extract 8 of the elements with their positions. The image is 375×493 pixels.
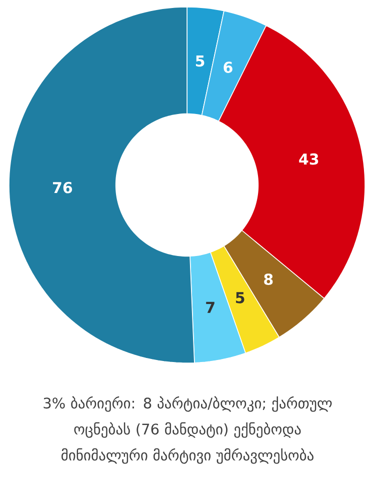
data-label: 5 (236, 292, 244, 304)
data-label: 6 (224, 62, 232, 73)
data-label: 7 (206, 302, 214, 313)
text: 3% ბარიერი: 8 პარტია/ბლოკი; ქართულ ოცნებას (76 მანდატი) ექნებოდა მინიმალური მარტივი უმრავლესობა (44, 396, 332, 464)
data-label: 5 (196, 56, 204, 67)
data-label: 76 (52, 182, 72, 194)
data-label: 43 (299, 153, 318, 165)
data-label: 8 (264, 274, 273, 285)
